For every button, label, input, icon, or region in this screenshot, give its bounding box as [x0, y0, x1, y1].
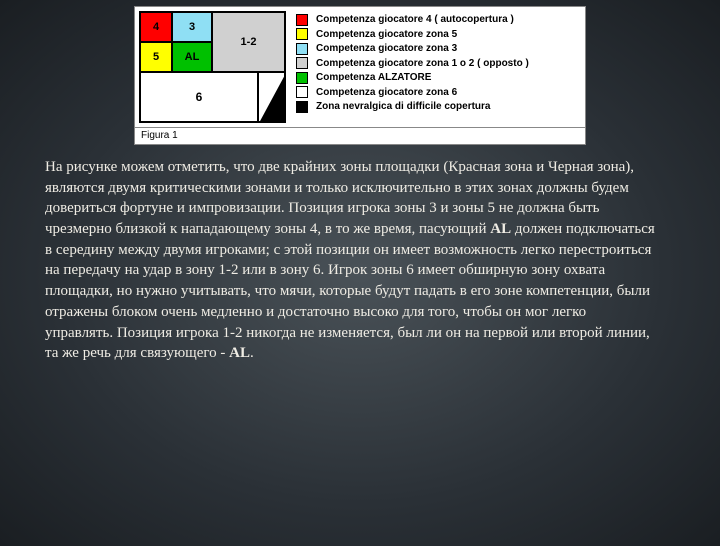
zone-black: [258, 72, 285, 122]
para-bold-1: AL: [490, 221, 511, 237]
legend-item-6: Competenza giocatore zona 6: [296, 86, 581, 100]
legend-item-al: Competenza ALZATORE: [296, 71, 581, 85]
legend-label: Competenza giocatore zona 6: [316, 86, 457, 100]
legend-label: Competenza giocatore zona 3: [316, 42, 457, 56]
para-bold-2: AL: [229, 345, 250, 361]
figure-caption: Figura 1: [135, 127, 585, 144]
swatch-green: [296, 72, 308, 84]
legend-label: Competenza giocatore zona 1 o 2 ( oppost…: [316, 57, 529, 71]
swatch-grey: [296, 57, 308, 69]
swatch-white: [296, 86, 308, 98]
legend-item-3: Competenza giocatore zona 3: [296, 42, 581, 56]
figure-top-row: 4 3 1-2 5 AL 6 Competenza giocatore 4 ( …: [135, 7, 585, 127]
legend-item-5: Competenza giocatore zona 5: [296, 28, 581, 42]
legend-item-1-2: Competenza giocatore zona 1 o 2 ( oppost…: [296, 57, 581, 71]
zone-1-2: 1-2: [212, 12, 285, 72]
court-diagram: 4 3 1-2 5 AL 6: [139, 11, 286, 123]
swatch-red: [296, 14, 308, 26]
legend-label: Zona nevralgica di difficile copertura: [316, 100, 491, 114]
zone-4: 4: [140, 12, 172, 42]
legend-item-black: Zona nevralgica di difficile copertura: [296, 100, 581, 114]
swatch-cyan: [296, 43, 308, 55]
body-paragraph: На рисунке можем отметить, что две крайн…: [45, 157, 655, 364]
zone-6: 6: [140, 72, 258, 122]
swatch-black: [296, 101, 308, 113]
legend-label: Competenza ALZATORE: [316, 71, 431, 85]
legend-item-4: Competenza giocatore 4 ( autocopertura ): [296, 13, 581, 27]
legend: Competenza giocatore 4 ( autocopertura )…: [290, 7, 585, 127]
para-text-3: .: [250, 345, 254, 361]
legend-label: Competenza giocatore zona 5: [316, 28, 457, 42]
swatch-yellow: [296, 28, 308, 40]
figure-1: 4 3 1-2 5 AL 6 Competenza giocatore 4 ( …: [134, 6, 586, 145]
zone-5: 5: [140, 42, 172, 72]
legend-label: Competenza giocatore 4 ( autocopertura ): [316, 13, 514, 27]
zone-3: 3: [172, 12, 212, 42]
para-text-2: должен подключаться в середину между дву…: [45, 221, 655, 361]
zone-al: AL: [172, 42, 212, 72]
